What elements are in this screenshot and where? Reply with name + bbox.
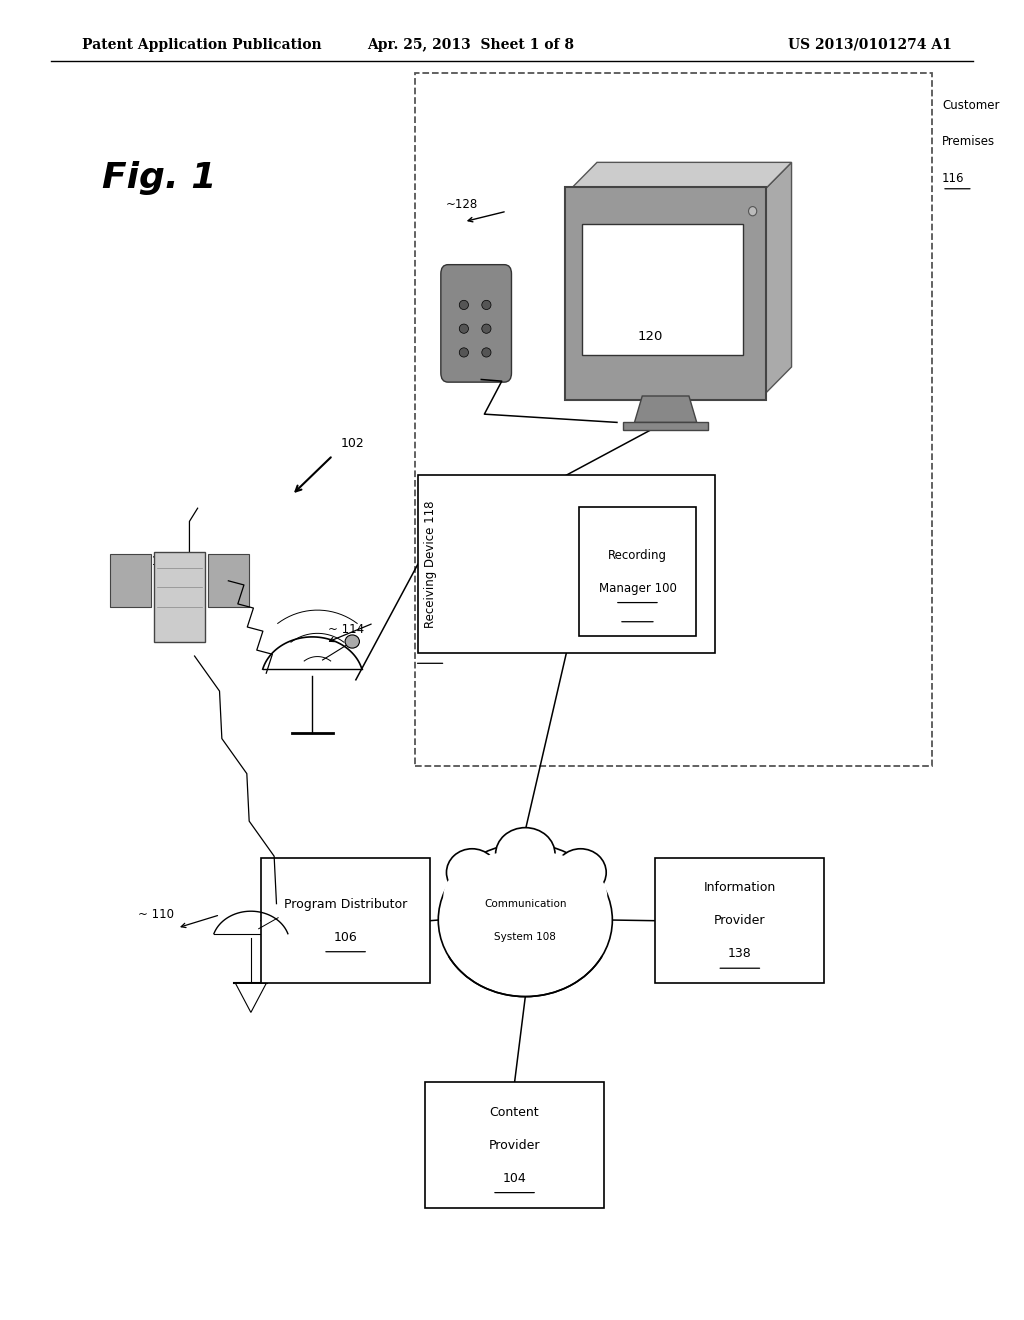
FancyBboxPatch shape <box>579 507 696 636</box>
FancyBboxPatch shape <box>208 554 249 607</box>
FancyBboxPatch shape <box>582 224 743 355</box>
Text: ~128: ~128 <box>445 198 477 211</box>
Ellipse shape <box>481 348 492 358</box>
Text: Patent Application Publication: Patent Application Publication <box>82 38 322 51</box>
FancyBboxPatch shape <box>425 1082 604 1208</box>
Text: Program Distributor: Program Distributor <box>284 898 408 911</box>
Text: Receiving Device 118: Receiving Device 118 <box>424 500 436 628</box>
Text: Fig. 1: Fig. 1 <box>102 161 217 195</box>
Text: System 108: System 108 <box>495 932 556 942</box>
Text: Customer: Customer <box>942 99 999 112</box>
Text: ~ 110: ~ 110 <box>138 908 174 921</box>
FancyBboxPatch shape <box>565 187 766 400</box>
Ellipse shape <box>481 300 492 309</box>
FancyBboxPatch shape <box>154 552 205 642</box>
FancyBboxPatch shape <box>655 858 824 983</box>
Text: Apr. 25, 2013  Sheet 1 of 8: Apr. 25, 2013 Sheet 1 of 8 <box>368 38 574 51</box>
Text: Provider: Provider <box>714 915 766 927</box>
Ellipse shape <box>345 635 359 648</box>
Text: Provider: Provider <box>488 1139 541 1151</box>
Ellipse shape <box>459 323 469 333</box>
FancyBboxPatch shape <box>261 858 430 983</box>
Text: Recording: Recording <box>608 549 667 561</box>
Ellipse shape <box>555 849 606 896</box>
FancyBboxPatch shape <box>418 475 715 653</box>
Text: Manager 100: Manager 100 <box>598 582 677 594</box>
Ellipse shape <box>438 843 612 997</box>
Text: ~ 114: ~ 114 <box>328 623 364 636</box>
Polygon shape <box>635 396 696 422</box>
Text: ~ 112: ~ 112 <box>138 554 174 568</box>
Text: Information: Information <box>703 882 776 894</box>
Ellipse shape <box>446 849 498 896</box>
Text: Premises: Premises <box>942 135 995 148</box>
Ellipse shape <box>496 828 555 880</box>
Text: 116: 116 <box>942 172 965 185</box>
Ellipse shape <box>749 206 757 215</box>
Polygon shape <box>568 162 792 191</box>
Text: 106: 106 <box>334 931 357 944</box>
Text: 138: 138 <box>728 948 752 960</box>
Text: 104: 104 <box>503 1172 526 1184</box>
Text: Communication: Communication <box>484 899 566 909</box>
Text: US 2013/0101274 A1: US 2013/0101274 A1 <box>788 38 952 51</box>
Ellipse shape <box>459 348 469 358</box>
Ellipse shape <box>443 850 607 942</box>
Ellipse shape <box>481 323 492 333</box>
Polygon shape <box>236 983 266 1012</box>
FancyBboxPatch shape <box>440 264 512 383</box>
Text: 102: 102 <box>341 437 365 450</box>
Polygon shape <box>763 162 792 396</box>
Text: Content: Content <box>489 1106 540 1118</box>
Polygon shape <box>623 422 709 430</box>
Text: 120: 120 <box>637 330 663 343</box>
FancyBboxPatch shape <box>110 554 151 607</box>
Ellipse shape <box>459 300 469 309</box>
